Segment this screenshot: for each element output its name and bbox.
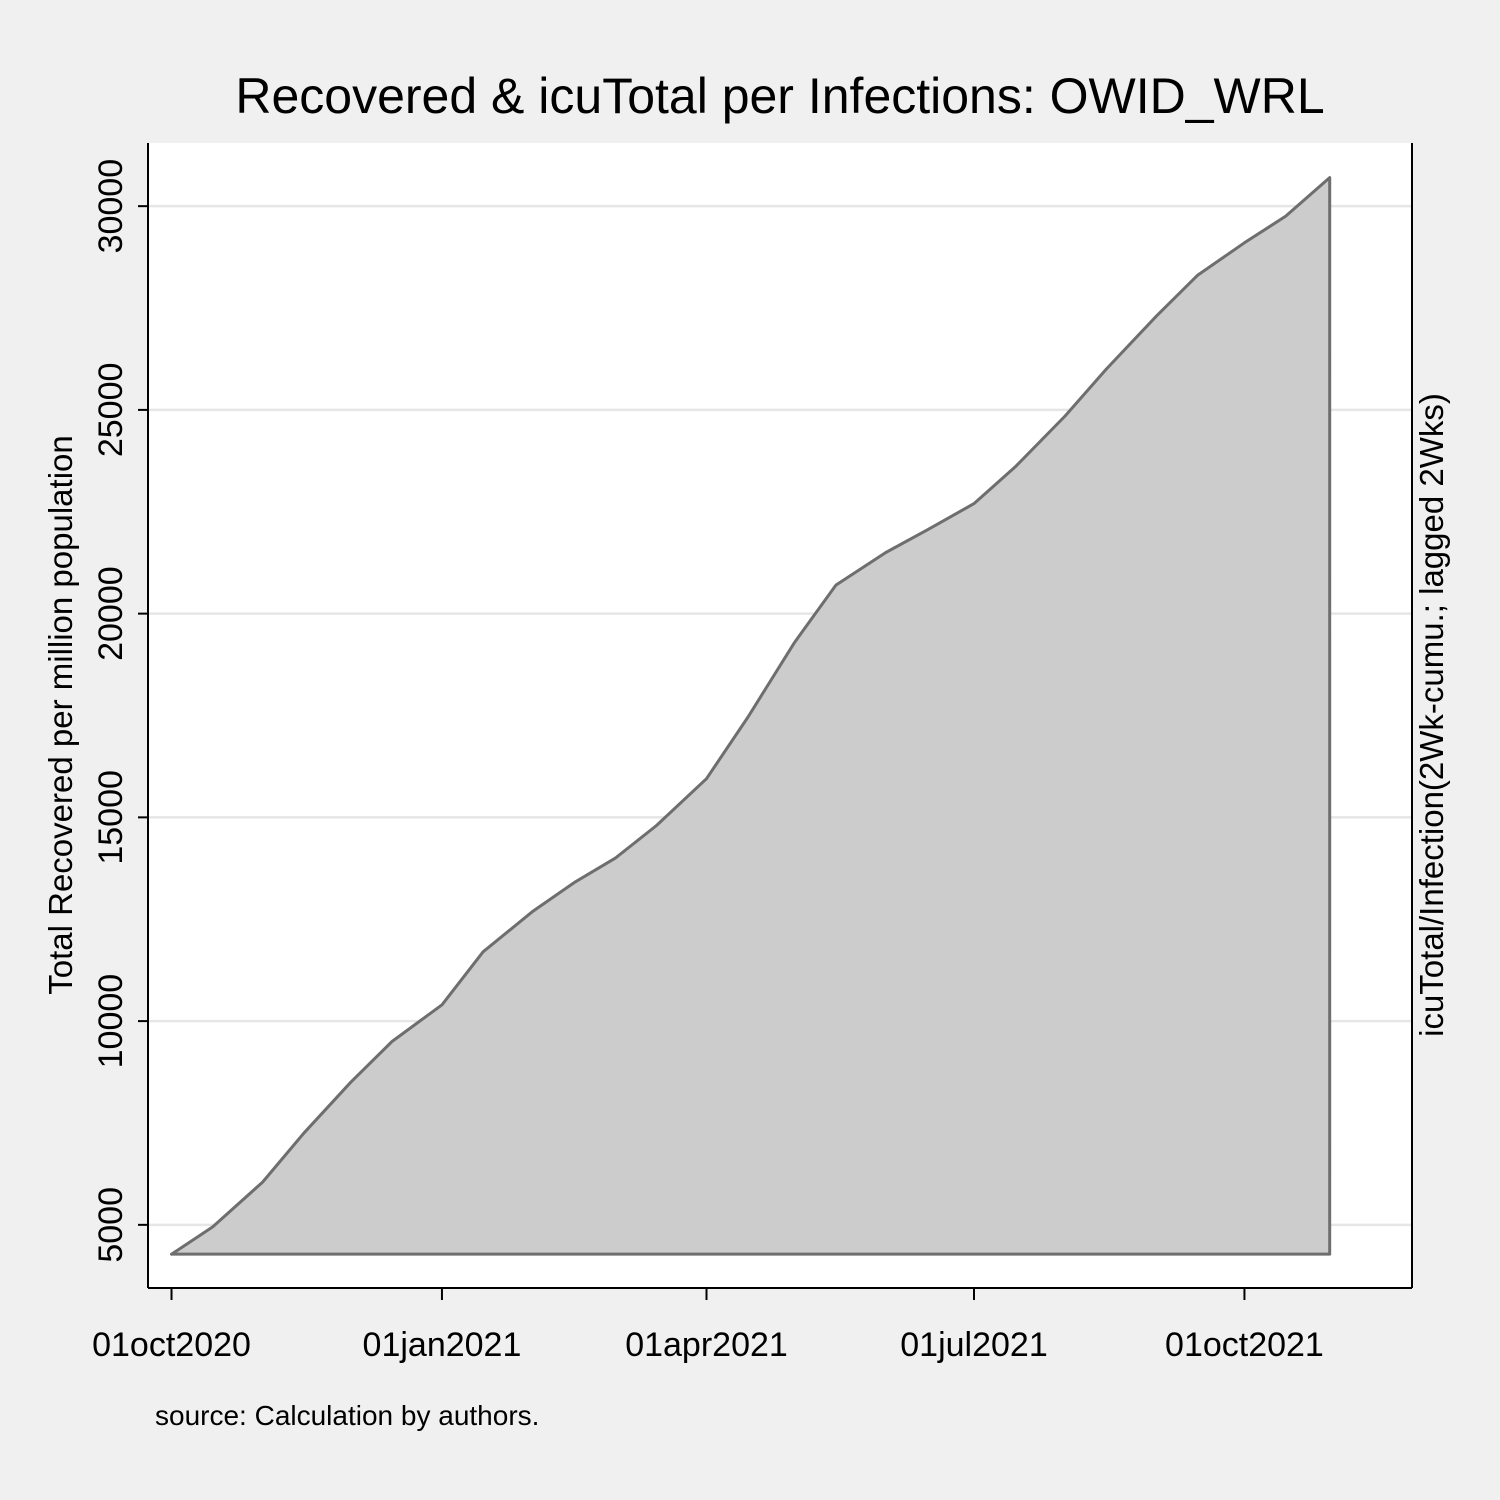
data-point	[973, 503, 975, 505]
data-point	[1064, 415, 1066, 417]
data-point	[170, 1253, 173, 1255]
data-point	[705, 778, 708, 780]
data-point	[573, 882, 575, 884]
x-tick-label: 01jul2021	[900, 1326, 1047, 1364]
data-point	[212, 1226, 214, 1228]
data-point	[532, 910, 534, 912]
data-point	[1243, 242, 1245, 244]
area-layer	[170, 176, 1332, 1256]
x-tick-label: 01oct2021	[1165, 1326, 1324, 1364]
y-tick-label: 25000	[92, 363, 130, 458]
data-point	[262, 1181, 264, 1183]
y-axis-title: Total Recovered per million population	[42, 435, 79, 995]
area-series	[170, 176, 1332, 1256]
data-point	[350, 1081, 352, 1083]
source-note: source: Calculation by authors.	[155, 1400, 539, 1431]
data-point	[1285, 215, 1287, 217]
data-point	[1105, 368, 1107, 370]
y-tick-label: 30000	[92, 159, 130, 254]
data-point	[1155, 315, 1157, 317]
chart-title: Recovered & icuTotal per Infections: OWI…	[235, 68, 1324, 124]
data-point	[614, 857, 617, 859]
data-point	[794, 641, 796, 643]
data-point	[747, 716, 749, 719]
data-point	[303, 1132, 305, 1134]
y-ticks: 5000 10000 15000 20000 25000 30000	[92, 159, 148, 1263]
x-tick-label: 01oct2020	[92, 1326, 251, 1364]
y-tick-label: 15000	[92, 770, 130, 865]
data-point	[441, 1004, 443, 1006]
data-point	[885, 551, 887, 554]
y2-axis-title: icuTotal/Infection(2Wk-cumu.; lagged 2Wk…	[1413, 393, 1450, 1037]
data-point	[482, 951, 484, 953]
y-tick-label: 5000	[92, 1187, 130, 1263]
x-tick-label: 01apr2021	[625, 1326, 788, 1364]
data-point	[655, 824, 658, 827]
data-point	[926, 529, 928, 531]
y-tick-label: 20000	[92, 566, 130, 661]
data-point	[1196, 274, 1198, 276]
x-ticks: 01oct2020 01jan2021 01apr2021 01jul2021 01oc…	[92, 1288, 1324, 1364]
data-point	[391, 1040, 393, 1043]
data-point	[835, 584, 837, 586]
y-tick-label: 10000	[92, 974, 130, 1069]
data-point	[1329, 177, 1331, 179]
data-point	[1014, 466, 1016, 468]
x-tick-label: 01jan2021	[363, 1326, 522, 1364]
